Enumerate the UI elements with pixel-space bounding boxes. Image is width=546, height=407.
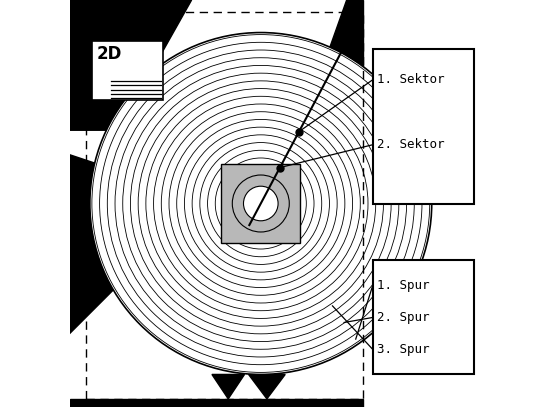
Bar [221, 164, 300, 243]
Ellipse shape [232, 175, 289, 232]
Polygon shape [69, 155, 118, 334]
Polygon shape [314, 0, 363, 90]
Bar [373, 49, 474, 204]
Text: 2. Sektor: 2. Sektor [377, 138, 444, 151]
Bar [373, 260, 474, 374]
Polygon shape [212, 374, 245, 399]
Text: 2. Spur: 2. Spur [377, 311, 429, 324]
Polygon shape [69, 399, 363, 407]
Polygon shape [69, 0, 192, 130]
Text: 3. Spur: 3. Spur [377, 343, 429, 356]
Bar [92, 41, 163, 100]
Ellipse shape [244, 186, 278, 221]
Text: 2D: 2D [97, 45, 122, 63]
Polygon shape [248, 374, 285, 399]
Bar [351, 0, 363, 57]
Bar [86, 12, 363, 399]
Text: 1. Sektor: 1. Sektor [377, 73, 444, 86]
Text: 1. Spur: 1. Spur [377, 279, 429, 292]
Ellipse shape [90, 33, 432, 374]
